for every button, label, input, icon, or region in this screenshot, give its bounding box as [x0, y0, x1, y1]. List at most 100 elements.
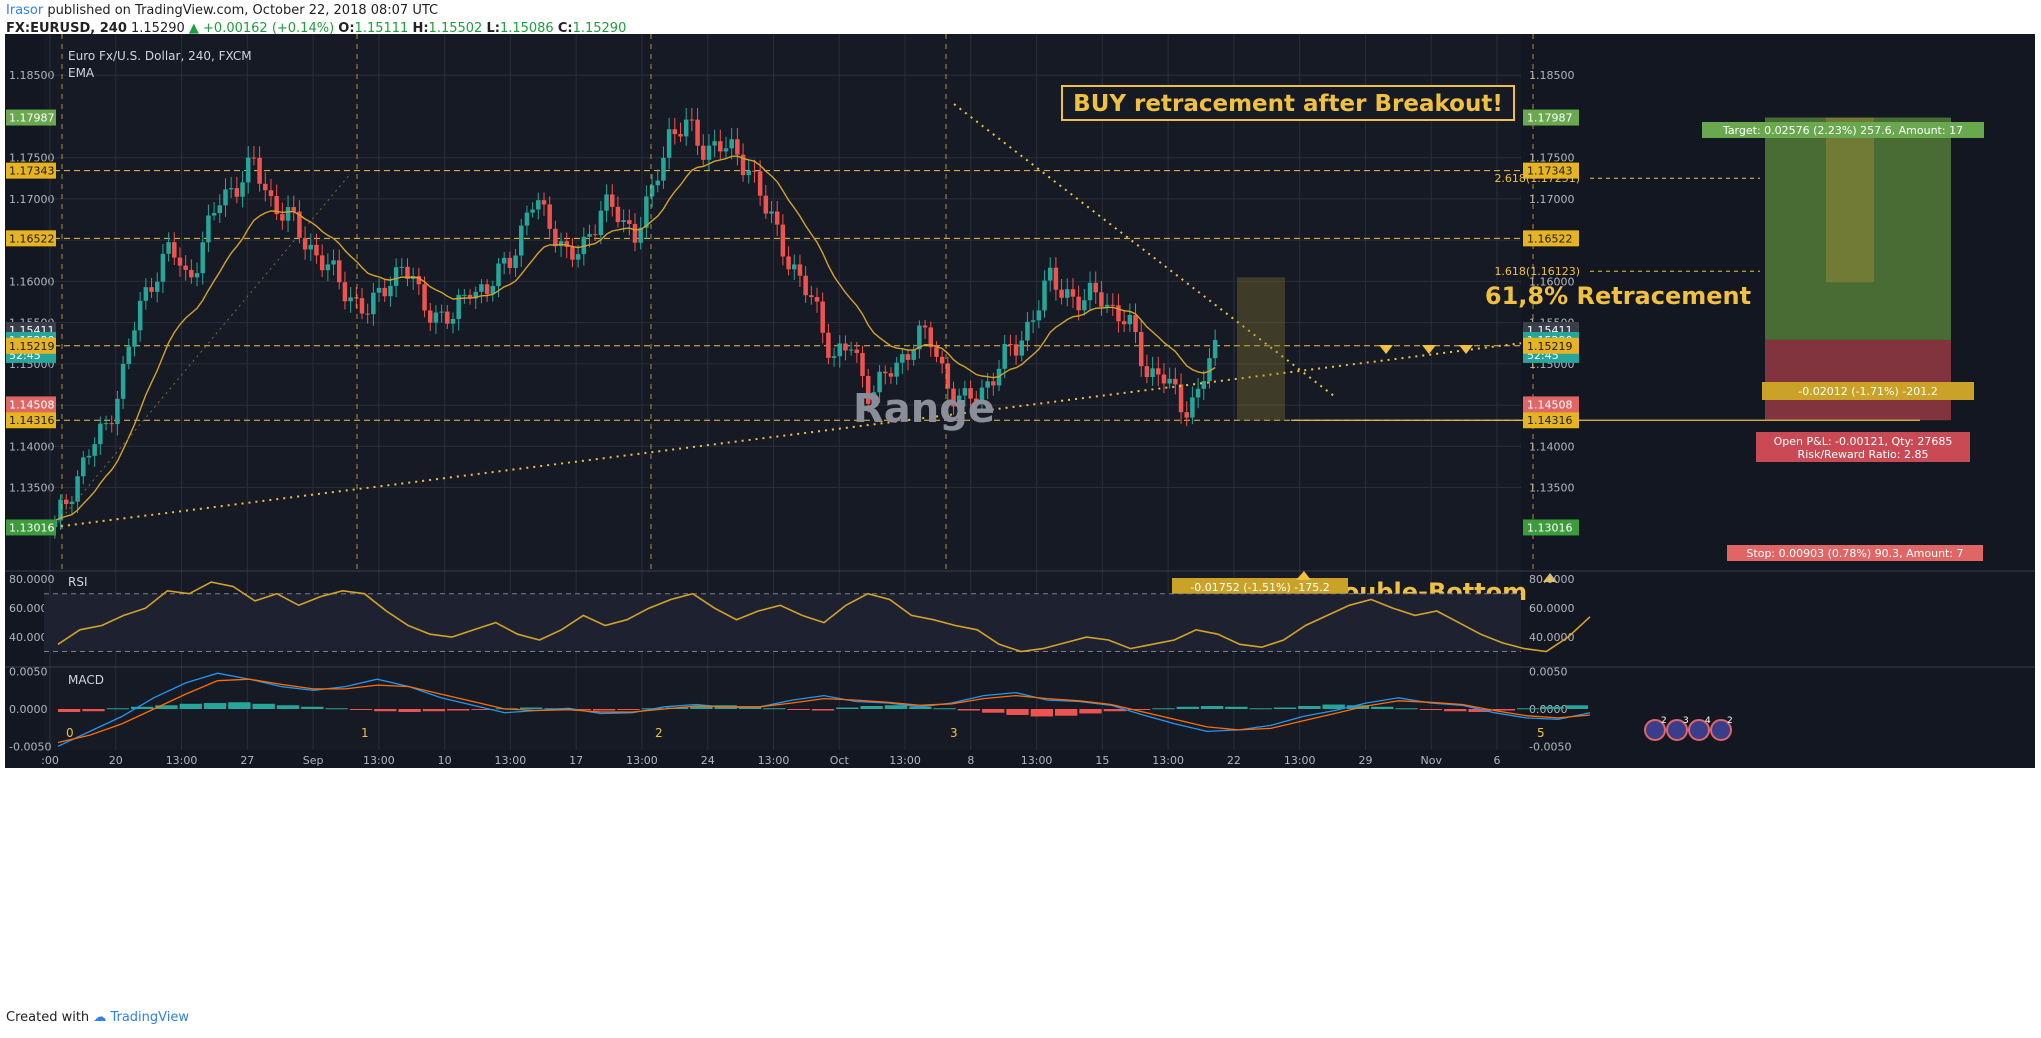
retracement-label: 61,8% Retracement	[1485, 282, 1751, 310]
candle-body	[308, 244, 314, 250]
event-badge-count: 3	[1683, 716, 1689, 726]
candle-body	[621, 220, 626, 223]
author-link[interactable]: Irasor	[6, 3, 44, 18]
price-level-text-right: 1.16522	[1527, 232, 1573, 245]
candle-body	[570, 246, 575, 260]
candle-body	[928, 327, 934, 348]
candle-body	[189, 269, 194, 278]
range-measure-box	[1172, 578, 1348, 595]
top-marker	[1422, 345, 1436, 354]
low-label: L:	[486, 21, 500, 36]
macd-histogram-bar	[1517, 708, 1540, 710]
candle-body	[1019, 340, 1025, 356]
macd-histogram-bar	[520, 707, 543, 709]
macd-histogram-bar	[1468, 709, 1491, 712]
candle-body	[655, 180, 660, 186]
candle-body	[393, 267, 399, 286]
indicator-title: EMA	[68, 66, 95, 80]
candle-body	[365, 313, 370, 315]
candle-body	[672, 129, 678, 135]
time-tick-label: 13:00	[363, 754, 395, 767]
macd-histogram-bar	[860, 706, 883, 709]
macd-histogram-bar	[1055, 709, 1078, 716]
candle-body	[649, 185, 655, 197]
candle-body	[701, 145, 706, 160]
macd-histogram-bar	[690, 706, 713, 709]
candle-body	[245, 157, 251, 183]
price-tick-right: 1.17000	[1529, 193, 1575, 206]
rsi-tick-left: 80.0000	[9, 573, 55, 586]
candle-body	[1065, 289, 1070, 298]
tradingview-logo-icon: ☁	[93, 1010, 107, 1025]
macd-histogram-bar	[836, 707, 859, 709]
candle-body	[792, 264, 797, 270]
candle-body	[194, 273, 200, 278]
candle-body	[285, 207, 291, 221]
rsi-tick-right: 60.0000	[1529, 602, 1575, 615]
bottom-marker	[1296, 571, 1311, 580]
candle-body	[541, 200, 547, 205]
candle-body	[666, 129, 672, 158]
candle-body	[1167, 378, 1172, 384]
candle-body	[206, 215, 211, 243]
event-badge-count: 4	[1705, 716, 1711, 726]
time-tick-label: 8	[967, 754, 974, 767]
candle-body	[661, 157, 666, 181]
candle-body	[945, 363, 951, 389]
candle-body	[388, 285, 393, 297]
close-label: C:	[557, 21, 573, 36]
macd-histogram-bar	[447, 709, 470, 711]
candle-body	[1201, 381, 1207, 389]
candle-body	[752, 170, 757, 172]
top-marker	[1379, 345, 1393, 354]
candle-body	[354, 297, 359, 299]
price-level-text-left: 1.15219	[9, 340, 55, 353]
macd-histogram-bar	[1249, 708, 1272, 710]
stop-zone	[1765, 339, 1951, 421]
time-tick-label: 13:00	[889, 754, 921, 767]
high-label: H:	[412, 21, 429, 36]
tradingview-link[interactable]: TradingView	[110, 1010, 189, 1025]
candle-body	[729, 139, 734, 149]
price-level-tag-right	[1523, 162, 1579, 179]
time-tick-label: 13:00	[1152, 754, 1184, 767]
time-tick-label: 13:00	[1021, 754, 1053, 767]
candle-body	[695, 119, 700, 146]
price-level-text-right: 1.17987	[1527, 112, 1573, 125]
price-tick-left: 1.16000	[9, 275, 55, 288]
macd-histogram-bar	[811, 709, 835, 711]
candle-body	[336, 260, 342, 283]
candle-body	[172, 242, 177, 258]
candle-body	[75, 476, 80, 502]
price-level-tag-left	[6, 412, 56, 429]
time-tick-label: :00	[41, 754, 59, 767]
candle-body	[1013, 344, 1019, 356]
candle-body	[1002, 343, 1007, 369]
time-tick-label: 29	[1358, 754, 1372, 767]
macd-histogram-bar	[1273, 707, 1297, 709]
candle-body	[883, 371, 888, 374]
price-level-text-left: 1.13016	[9, 521, 55, 534]
macd-histogram-bar	[58, 709, 81, 712]
candle-body	[1036, 310, 1042, 321]
macd-histogram-bar	[1322, 704, 1345, 709]
candle-body	[627, 220, 632, 224]
macd-histogram-bar	[617, 709, 640, 710]
publish-line: Irasor published on TradingView.com, Oct…	[6, 3, 438, 18]
candle-body	[371, 292, 376, 315]
candle-body	[132, 330, 137, 347]
candle-body	[740, 154, 746, 176]
candle-body	[888, 373, 894, 377]
candle-body	[92, 444, 97, 456]
candle-body	[331, 260, 336, 265]
macd-histogram-bar	[1492, 709, 1516, 711]
price-level-text-left: 1.17343	[9, 165, 55, 178]
price-level-text-right: 1.14508	[1527, 398, 1573, 411]
candle-body	[467, 294, 473, 299]
candle-body	[462, 294, 467, 296]
price-level-tag-left	[6, 519, 56, 536]
macd-histogram-bar	[179, 703, 202, 709]
candle-body	[934, 347, 939, 357]
candles-group	[52, 108, 1218, 539]
